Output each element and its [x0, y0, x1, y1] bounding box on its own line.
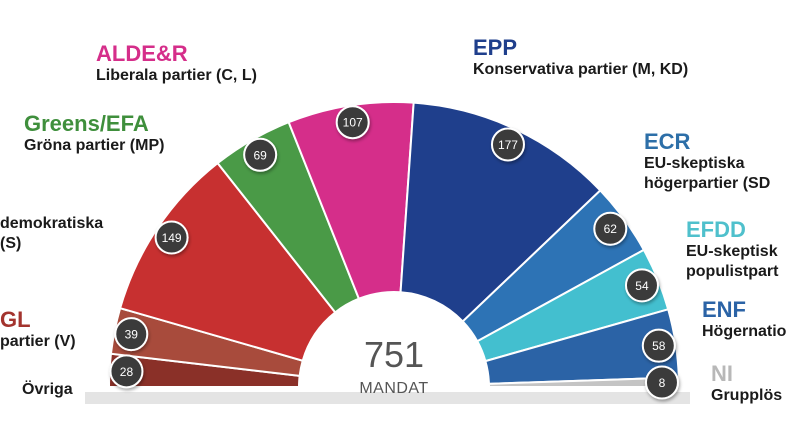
legend-enf: ENF Högernatio [702, 298, 786, 342]
legend-ecr-name: ECR [644, 129, 691, 154]
badge-value-left39: 39 [125, 328, 139, 342]
badge-value-alde: 107 [343, 116, 363, 130]
legend-epp-name: EPP [473, 35, 518, 60]
legend-enf-name: ENF [702, 297, 746, 322]
base-shadow [85, 392, 690, 404]
badge-value-efdd: 54 [635, 279, 649, 293]
legend-sd: demokratiska (S) [0, 214, 103, 254]
badge-value-epp: 177 [498, 138, 518, 152]
slice-ni [487, 376, 681, 388]
legend-alde-desc: Liberala partier (C, L) [96, 67, 257, 84]
legend-greens-name: Greens/EFA [24, 111, 149, 136]
badge-sd [154, 220, 189, 255]
legend-ni-desc: Grupplös [711, 387, 783, 404]
legend-alde: ALDE&R Liberala partier (C, L) [96, 42, 257, 86]
legend-enf-desc: Högernatio [702, 323, 787, 340]
badge-enf [641, 328, 676, 363]
badge-greens [243, 137, 278, 172]
badge-value-enf: 58 [652, 339, 666, 353]
legend-gue-desc: partier (V) [0, 333, 76, 350]
legend-epp: EPP Konservativa partier (M, KD) [473, 36, 688, 80]
badge-value-sd: 149 [162, 231, 182, 245]
badge-alde [335, 105, 370, 140]
legend-gue: GL partier (V) [0, 308, 76, 352]
badge-value-ni: 8 [659, 376, 666, 390]
total-seats: 751 [364, 334, 424, 375]
legend-efdd-desc-2: populistpart [686, 263, 779, 280]
legend-efdd-desc-1: EU-skeptisk [686, 243, 778, 260]
legend-greens-desc: Gröna partier (MP) [24, 137, 165, 154]
badge-value-ovriga: 28 [120, 365, 134, 379]
legend-sd-desc-1: demokratiska [0, 215, 104, 232]
legend-greens: Greens/EFA Gröna partier (MP) [24, 112, 164, 156]
legend-ecr: ECR EU-skeptiska högerpartier (SD [644, 130, 770, 194]
slice-epp [399, 101, 602, 323]
legend-epp-desc: Konservativa partier (M, KD) [473, 61, 689, 78]
legend-alde-name: ALDE&R [96, 41, 188, 66]
legend-ecr-desc-2: högerpartier (SD [644, 175, 771, 192]
legend-efdd: EFDD EU-skeptisk populistpart [686, 218, 778, 282]
badge-value-greens: 69 [253, 148, 267, 162]
legend-ni-name: NI [711, 361, 733, 386]
legend-efdd-name: EFDD [686, 217, 746, 242]
legend-ni: NI Grupplös [711, 362, 782, 406]
badge-efdd [624, 268, 659, 303]
slice-sd [118, 161, 337, 362]
badge-ecr [593, 211, 628, 246]
badge-left39 [114, 317, 149, 352]
total-label: MANDAT [359, 380, 428, 397]
legend-ecr-desc-1: EU-skeptiska [644, 155, 745, 172]
legend-sd-desc-2: (S) [0, 235, 22, 252]
badge-ovriga [109, 354, 144, 389]
badge-epp [490, 127, 525, 162]
legend-ovriga: Övriga [22, 380, 73, 400]
legend-gue-name: GL [0, 307, 31, 332]
legend-ovriga-desc: Övriga [22, 381, 73, 398]
badge-value-ecr: 62 [604, 222, 618, 236]
badge-ni [644, 365, 679, 400]
